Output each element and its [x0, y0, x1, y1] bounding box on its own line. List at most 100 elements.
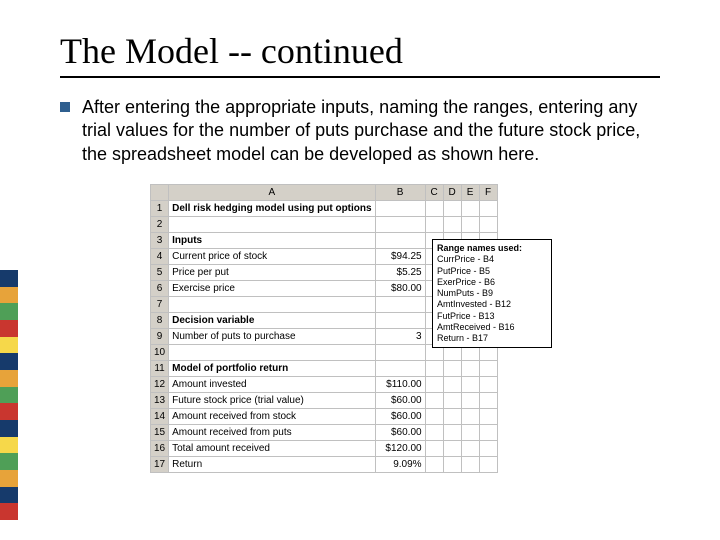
- range-line: AmtReceived - B16: [437, 322, 547, 333]
- row-header: 14: [151, 409, 169, 425]
- cell-empty: [425, 441, 443, 457]
- cell-value: [375, 201, 425, 217]
- body-text: After entering the appropriate inputs, n…: [82, 96, 660, 166]
- cell-value: $5.25: [375, 265, 425, 281]
- cell-empty: [479, 201, 497, 217]
- cell-label: Dell risk hedging model using put option…: [169, 201, 375, 217]
- cell-value: $60.00: [375, 393, 425, 409]
- cell-empty: [425, 201, 443, 217]
- range-line: AmtInvested - B12: [437, 299, 547, 310]
- cell-empty: [425, 425, 443, 441]
- table-row: 1Dell risk hedging model using put optio…: [151, 201, 498, 217]
- cell-empty: [479, 217, 497, 233]
- row-header: 16: [151, 441, 169, 457]
- row-header: 10: [151, 345, 169, 361]
- range-line: Return - B17: [437, 333, 547, 344]
- row-header: 12: [151, 377, 169, 393]
- cell-empty: [443, 393, 461, 409]
- row-header: 6: [151, 281, 169, 297]
- cell-label: Model of portfolio return: [169, 361, 375, 377]
- cell-value: 3: [375, 329, 425, 345]
- cell-label: [169, 345, 375, 361]
- range-line: NumPuts - B9: [437, 288, 547, 299]
- cell-empty: [461, 361, 479, 377]
- cell-label: Decision variable: [169, 313, 375, 329]
- cell-value: [375, 361, 425, 377]
- cell-value: [375, 345, 425, 361]
- table-row: 17Return9.09%: [151, 457, 498, 473]
- cell-empty: [461, 409, 479, 425]
- cell-value: [375, 233, 425, 249]
- col-header: A: [169, 185, 375, 201]
- cell-label: [169, 297, 375, 313]
- cell-empty: [443, 457, 461, 473]
- decorative-stripes: [0, 270, 18, 520]
- cell-empty: [461, 377, 479, 393]
- table-row: 15Amount received from puts$60.00: [151, 425, 498, 441]
- spreadsheet-area: ABCDEF 1Dell risk hedging model using pu…: [150, 184, 570, 473]
- cell-label: Total amount received: [169, 441, 375, 457]
- range-box-header: Range names used:: [437, 243, 547, 254]
- cell-empty: [479, 425, 497, 441]
- row-header: 15: [151, 425, 169, 441]
- cell-empty: [479, 409, 497, 425]
- cell-label: Price per put: [169, 265, 375, 281]
- cell-value: [375, 297, 425, 313]
- range-line: CurrPrice - B4: [437, 254, 547, 265]
- row-header: 9: [151, 329, 169, 345]
- cell-empty: [443, 441, 461, 457]
- cell-value: $94.25: [375, 249, 425, 265]
- cell-empty: [461, 457, 479, 473]
- cell-label: Amount invested: [169, 377, 375, 393]
- cell-label: Exercise price: [169, 281, 375, 297]
- row-header: 13: [151, 393, 169, 409]
- title-underline: [60, 76, 660, 78]
- range-line: FutPrice - B13: [437, 311, 547, 322]
- slide-title: The Model -- continued: [60, 30, 660, 72]
- corner-cell: [151, 185, 169, 201]
- cell-empty: [443, 201, 461, 217]
- table-row: 14Amount received from stock$60.00: [151, 409, 498, 425]
- cell-empty: [443, 377, 461, 393]
- cell-empty: [479, 457, 497, 473]
- cell-label: Amount received from puts: [169, 425, 375, 441]
- cell-empty: [425, 457, 443, 473]
- row-header: 4: [151, 249, 169, 265]
- range-line: ExerPrice - B6: [437, 277, 547, 288]
- cell-empty: [461, 201, 479, 217]
- table-row: 13Future stock price (trial value)$60.00: [151, 393, 498, 409]
- cell-value: $60.00: [375, 425, 425, 441]
- cell-empty: [425, 361, 443, 377]
- cell-value: [375, 217, 425, 233]
- cell-label: Amount received from stock: [169, 409, 375, 425]
- range-box-lines: CurrPrice - B4PutPrice - B5ExerPrice - B…: [437, 254, 547, 344]
- cell-empty: [425, 377, 443, 393]
- cell-value: $60.00: [375, 409, 425, 425]
- cell-empty: [443, 361, 461, 377]
- cell-empty: [443, 217, 461, 233]
- bullet-row: After entering the appropriate inputs, n…: [60, 96, 660, 166]
- cell-empty: [479, 393, 497, 409]
- bullet-icon: [60, 102, 70, 112]
- table-row: 16Total amount received$120.00: [151, 441, 498, 457]
- cell-empty: [461, 441, 479, 457]
- cell-empty: [443, 425, 461, 441]
- col-header: B: [375, 185, 425, 201]
- row-header: 2: [151, 217, 169, 233]
- row-header: 11: [151, 361, 169, 377]
- table-row: 12Amount invested$110.00: [151, 377, 498, 393]
- range-names-box: Range names used: CurrPrice - B4PutPrice…: [432, 239, 552, 348]
- range-line: PutPrice - B5: [437, 266, 547, 277]
- col-header: D: [443, 185, 461, 201]
- table-row: 2: [151, 217, 498, 233]
- cell-label: Number of puts to purchase: [169, 329, 375, 345]
- row-header: 7: [151, 297, 169, 313]
- cell-empty: [425, 409, 443, 425]
- row-header: 3: [151, 233, 169, 249]
- cell-value: $110.00: [375, 377, 425, 393]
- cell-empty: [425, 217, 443, 233]
- col-header: C: [425, 185, 443, 201]
- cell-label: Future stock price (trial value): [169, 393, 375, 409]
- table-row: 11Model of portfolio return: [151, 361, 498, 377]
- cell-empty: [461, 393, 479, 409]
